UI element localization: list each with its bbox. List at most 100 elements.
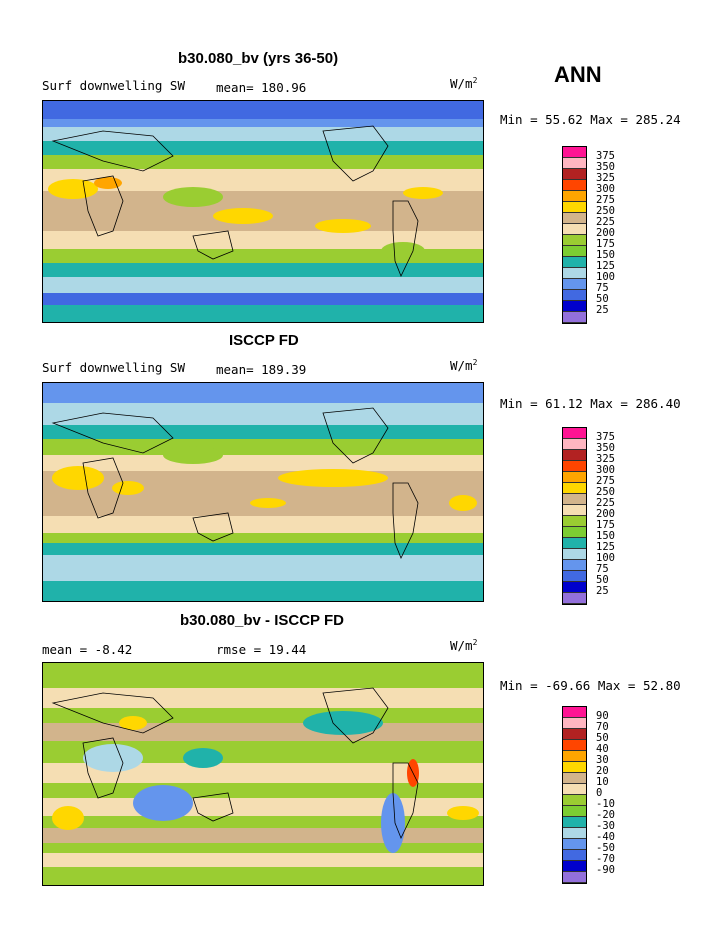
panel3-title: b30.080_bv - ISCCP FD <box>180 612 344 629</box>
legend-level-label: 100 <box>596 271 615 283</box>
legend-swatch <box>563 582 586 593</box>
legend-level-label: 10 <box>596 776 609 788</box>
legend-level-label: 200 <box>596 227 615 239</box>
legend-swatch <box>563 549 586 560</box>
legend-level-label: 25 <box>596 585 609 597</box>
legend-level-label: 275 <box>596 194 615 206</box>
legend-level-label: 50 <box>596 732 609 744</box>
legend-swatch <box>563 762 586 773</box>
legend-swatch <box>563 483 586 494</box>
legend-level-label: 100 <box>596 552 615 564</box>
panel3-map-svg <box>43 663 483 885</box>
legend-swatch <box>563 729 586 740</box>
panel3-map <box>42 662 484 886</box>
panel2-units: W/m2 <box>450 358 478 374</box>
legend-level-label: 25 <box>596 304 609 316</box>
legend-swatch <box>563 850 586 861</box>
panel1-title: b30.080_bv (yrs 36-50) <box>178 50 339 67</box>
legend-swatch <box>563 560 586 571</box>
legend-swatch <box>563 312 586 323</box>
legend-swatch <box>563 213 586 224</box>
panel2-map-svg <box>43 383 483 601</box>
panel1-units: W/m2 <box>450 76 478 92</box>
legend-level-label: 225 <box>596 497 615 509</box>
legend-swatch <box>563 180 586 191</box>
panel1-left-label: Surf downwelling SW <box>42 78 185 93</box>
legend-level-label: 200 <box>596 508 615 520</box>
panel2-center-label: mean= 189.39 <box>216 362 307 377</box>
legend-swatch <box>563 817 586 828</box>
legend-swatch <box>563 571 586 582</box>
legend-level-label: 175 <box>596 519 615 531</box>
legend-level-label: 50 <box>596 574 609 586</box>
legend-level-label: 75 <box>596 563 609 575</box>
legend-level-label: 300 <box>596 464 615 476</box>
legend-level-label: 375 <box>596 150 615 162</box>
legend-swatch <box>563 290 586 301</box>
legend-level-label: 225 <box>596 216 615 228</box>
legend-swatch <box>563 268 586 279</box>
legend-level-label: -20 <box>596 809 615 821</box>
panel2-legend <box>562 427 587 605</box>
legend-swatch <box>563 450 586 461</box>
legend-swatch <box>563 806 586 817</box>
legend-swatch <box>563 191 586 202</box>
legend-level-label: 275 <box>596 475 615 487</box>
legend-level-label: 350 <box>596 442 615 454</box>
panel3-left-label: mean = -8.42 <box>42 642 133 657</box>
legend-level-label: 175 <box>596 238 615 250</box>
legend-swatch <box>563 593 586 604</box>
legend-level-label: -50 <box>596 842 615 854</box>
legend-swatch <box>563 301 586 312</box>
panel1-map-svg <box>43 101 483 322</box>
legend-level-label: 375 <box>596 431 615 443</box>
legend-swatch <box>563 527 586 538</box>
legend-swatch <box>563 169 586 180</box>
legend-level-label: 300 <box>596 183 615 195</box>
legend-level-label: 40 <box>596 743 609 755</box>
panel3-units: W/m2 <box>450 638 478 654</box>
panel1-legend <box>562 146 587 324</box>
legend-level-label: 325 <box>596 453 615 465</box>
legend-swatch <box>563 246 586 257</box>
legend-swatch <box>563 707 586 718</box>
legend-level-label: 350 <box>596 161 615 173</box>
legend-swatch <box>563 472 586 483</box>
legend-level-label: -10 <box>596 798 615 810</box>
legend-swatch <box>563 235 586 246</box>
legend-level-label: 250 <box>596 486 615 498</box>
panel3-legend <box>562 706 587 884</box>
panel3-center-label: rmse = 19.44 <box>216 642 307 657</box>
panel2-left-label: Surf downwelling SW <box>42 360 185 375</box>
legend-swatch <box>563 147 586 158</box>
legend-swatch <box>563 158 586 169</box>
legend-swatch <box>563 861 586 872</box>
legend-level-label: -90 <box>596 864 615 876</box>
legend-level-label: 20 <box>596 765 609 777</box>
legend-level-label: 30 <box>596 754 609 766</box>
panel1-minmax: Min = 55.62 Max = 285.24 <box>500 112 681 127</box>
legend-swatch <box>563 224 586 235</box>
legend-swatch <box>563 461 586 472</box>
legend-swatch <box>563 505 586 516</box>
legend-swatch <box>563 202 586 213</box>
legend-level-label: 90 <box>596 710 609 722</box>
legend-swatch <box>563 795 586 806</box>
legend-level-label: 325 <box>596 172 615 184</box>
legend-swatch <box>563 257 586 268</box>
season-label: ANN <box>554 62 602 87</box>
legend-level-label: 0 <box>596 787 603 799</box>
legend-level-label: 125 <box>596 260 615 272</box>
legend-level-label: 150 <box>596 249 615 261</box>
legend-swatch <box>563 538 586 549</box>
legend-swatch <box>563 494 586 505</box>
legend-level-label: 50 <box>596 293 609 305</box>
legend-swatch <box>563 740 586 751</box>
legend-swatch <box>563 828 586 839</box>
legend-swatch <box>563 516 586 527</box>
legend-swatch <box>563 439 586 450</box>
legend-level-label: -30 <box>596 820 615 832</box>
panel2-minmax: Min = 61.12 Max = 286.40 <box>500 396 681 411</box>
legend-level-label: -40 <box>596 831 615 843</box>
panel2-title: ISCCP FD <box>229 332 299 349</box>
